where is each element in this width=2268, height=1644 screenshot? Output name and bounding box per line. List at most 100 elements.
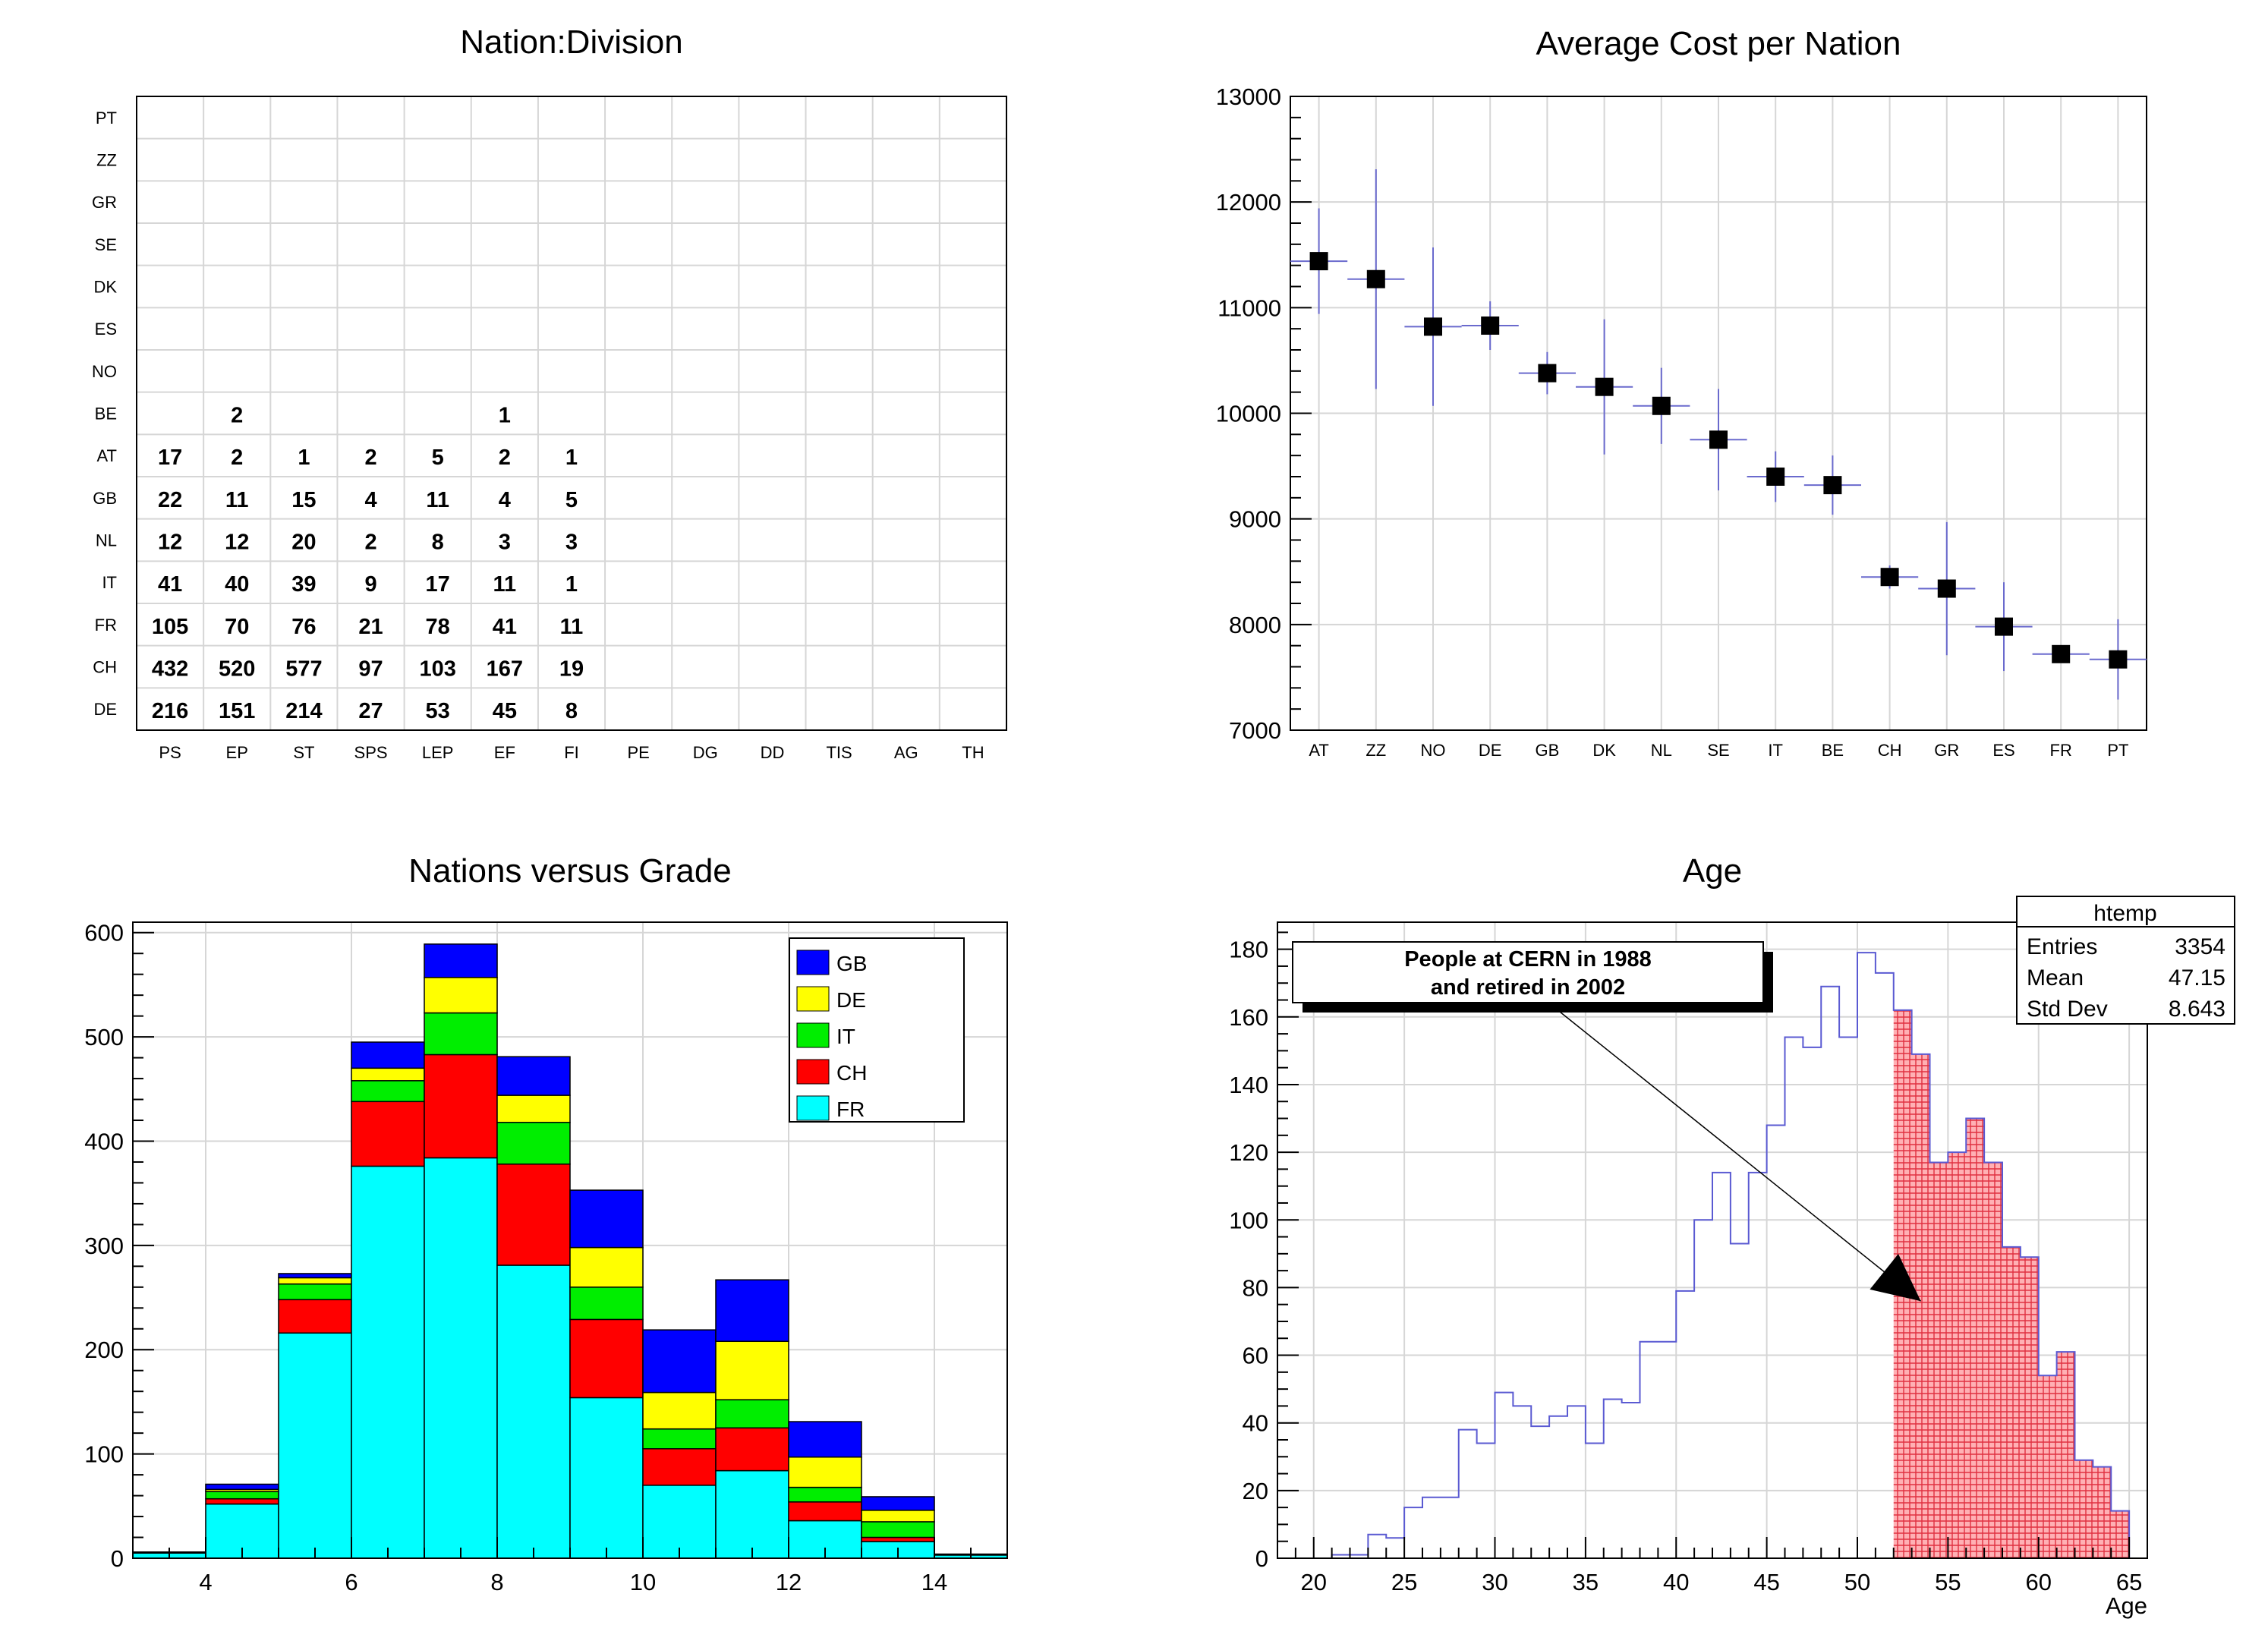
cell-value: 4 [499,488,511,512]
x-tick-label: SE [1707,741,1729,760]
bar-segment [715,1279,789,1343]
x-tick-label: TIS [826,743,852,762]
cell-value: 45 [493,699,517,723]
bar-segment [569,1397,644,1559]
cell-value: 5 [565,488,578,512]
y-tick-label: 9000 [1229,506,1281,533]
cell-value: 151 [219,699,255,723]
x-tick-label: BE [1822,741,1844,760]
bar-segment [496,1122,571,1165]
bar-segment [569,1246,644,1288]
bar-segment [424,1053,498,1159]
cell-value: 97 [358,657,383,682]
bar-segment [205,1498,279,1505]
cell-value: 22 [158,488,182,512]
bar-segment [424,1012,498,1056]
y-tick-label: 40 [1243,1410,1268,1437]
x-tick-label: 50 [1844,1569,1870,1595]
y-tick-label: GB [93,489,117,508]
y-tick-label: 8000 [1229,612,1281,638]
y-tick-label: 120 [1229,1139,1268,1166]
data-point [1366,269,1385,288]
bar-segment [496,1094,571,1123]
bar-segment [788,1421,862,1458]
bar-segment [496,1264,571,1559]
cell-value: 2 [364,446,376,470]
bar-segment [424,977,498,1014]
annotation: People at CERN in 1988 and retired in 200… [1292,941,1922,1302]
data-point [2052,644,2071,663]
stats-label: Std Dev [2027,997,2108,1022]
cell-value: 3 [565,531,578,555]
x-tick-label: 4 [199,1569,212,1595]
y-tick-label: GR [92,193,117,212]
stats-title: htemp [2093,901,2156,926]
bar-segment [642,1448,717,1486]
y-tick-label: 180 [1229,937,1268,963]
cell-value: 5 [432,446,444,470]
y-tick-label: DK [93,278,117,297]
x-tick-label: DG [693,743,718,762]
cell-value: 20 [291,531,316,555]
bar-segment [788,1486,862,1503]
cell-value: 2 [364,531,376,555]
cell-value: 3 [499,531,511,555]
x-tick-label: PS [159,743,181,762]
cell-value: 4 [364,488,376,512]
cell-value: 214 [285,699,322,723]
stats-label: Entries [2027,934,2097,959]
stats-frame [2016,896,2235,1025]
y-tick-label: NO [92,362,117,381]
bar-segment [642,1485,717,1559]
y-tick-label: 7000 [1229,717,1281,744]
x-tick-label: SPS [354,743,388,762]
x-tick-label: 6 [345,1569,358,1595]
arrow-head [1870,1254,1921,1302]
bar-segment [278,1273,352,1279]
cell-value: 8 [432,531,444,555]
bar-segment [496,1163,571,1266]
cell-value: 39 [291,572,316,597]
bar-segment [205,1491,279,1500]
cell-value: 78 [426,615,450,639]
histogram-line [1313,952,2131,1559]
legend-swatch [796,1095,830,1121]
cell-value: 15 [291,488,316,512]
stats-value: 47.15 [2169,965,2225,990]
x-tick-label: CH [1878,741,1902,760]
cell-value: 8 [565,699,578,723]
chart-title: Age [1683,852,1742,890]
cell-value: 53 [426,699,450,723]
y-tick-label: 200 [84,1337,124,1363]
bar-segment [642,1329,717,1394]
y-tick-label: NL [96,531,117,550]
bar-segment [861,1536,935,1542]
cell-value: 11 [225,488,249,512]
bar-segment [424,943,498,978]
cell-value: 520 [219,657,255,682]
x-tick-label: 20 [1301,1569,1327,1595]
chart-average-cost: Average Cost per Nation 7000 8000 9000 10000… [1216,25,2147,760]
cell-value: 1 [298,446,310,470]
cell-value: 41 [158,572,182,597]
x-tick-label: 60 [2026,1569,2052,1595]
x-tick-label: 14 [921,1569,947,1595]
stats-value: 8.643 [2169,997,2225,1022]
x-tick-label: PE [627,743,649,762]
legend-swatch [796,1022,830,1048]
cell-value: 17 [158,446,182,470]
data-point [2109,650,2128,669]
y-tick-label: ES [95,320,117,339]
bar-segment [424,1157,498,1559]
legend: GB DE IT CH FR [789,937,965,1123]
bar-segment [569,1318,644,1399]
bar-segment [715,1399,789,1429]
annotation-line: and retired in 2002 [1431,975,1625,1000]
bar-segment [351,1067,425,1082]
x-axis-label: Age [2106,1592,2147,1619]
x-tick-label: GR [1934,741,1959,760]
bar-segment [278,1332,352,1559]
bar-segment [205,1483,279,1491]
chart-age: Age 0 20 40 60 80 100 120 140 160 180 20 25 30 35 40 45 5… [1229,852,2235,1619]
